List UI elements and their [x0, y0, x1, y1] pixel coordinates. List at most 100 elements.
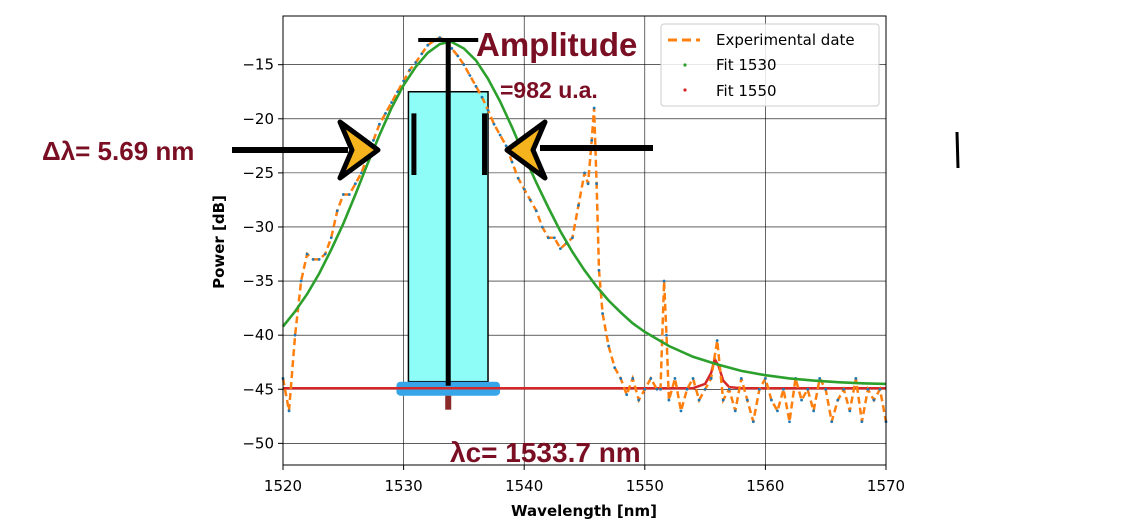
experimental-point	[836, 398, 840, 402]
experimental-point	[590, 139, 594, 142]
experimental-point	[770, 398, 773, 402]
experimental-point	[583, 171, 586, 175]
experimental-point	[842, 387, 846, 391]
experimental-point	[697, 398, 701, 402]
experimental-point	[456, 54, 460, 58]
experimental-point	[733, 409, 737, 413]
experimental-point	[311, 258, 315, 261]
experimental-point	[372, 139, 375, 142]
experimental-point	[378, 122, 381, 126]
stray-mark	[955, 131, 960, 169]
legend-box	[660, 23, 880, 107]
series-experimental	[281, 36, 888, 423]
experimental-point	[546, 236, 550, 240]
experimental-point	[872, 398, 876, 402]
experimental-point	[353, 182, 357, 186]
experimental-point	[665, 333, 668, 337]
y-tick-label: −50	[242, 434, 274, 452]
experimental-point	[776, 409, 779, 413]
experimental-point	[703, 387, 707, 391]
center-annotation: λc= 1533.7 nm	[450, 437, 641, 468]
experimental-point	[426, 43, 430, 47]
experimental-point	[764, 377, 767, 380]
experimental-point	[727, 387, 731, 391]
experimental-point	[607, 344, 611, 348]
experimental-point	[474, 84, 478, 88]
experimental-point	[558, 247, 562, 251]
experimental-point	[522, 187, 526, 191]
experimental-point	[643, 387, 647, 391]
y-tick-label: −25	[242, 164, 274, 182]
experimental-point	[528, 198, 532, 202]
y-tick-label: −20	[242, 110, 274, 128]
experimental-point	[739, 377, 743, 380]
right-arrow-head	[504, 119, 548, 181]
experimental-point	[655, 387, 659, 391]
experimental-point	[800, 398, 803, 402]
experimental-point	[335, 209, 339, 213]
experimental-point	[679, 409, 683, 413]
experimental-point	[347, 193, 351, 196]
experimental-point	[586, 182, 590, 186]
experimental-point	[359, 171, 363, 175]
experimental-point	[637, 398, 641, 402]
experimental-point	[299, 279, 303, 283]
experimental-point	[709, 377, 713, 380]
experimental-point	[408, 68, 412, 72]
experimental-point	[534, 209, 538, 213]
experimental-point	[782, 387, 785, 391]
experimental-point	[492, 122, 496, 126]
legend-label-fit1550: Fit 1550	[716, 82, 777, 100]
legend-label-experimental: Experimental date	[716, 31, 855, 49]
experimental-point	[824, 387, 828, 391]
experimental-point	[691, 377, 695, 380]
x-tick-label: 1520	[264, 477, 302, 495]
experimental-point	[329, 236, 333, 240]
width-annotation: Δλ= 5.69 nm	[42, 136, 194, 166]
y-tick-label: −35	[242, 272, 274, 290]
legend-label-fit1530: Fit 1530	[716, 56, 777, 74]
legend-swatch-fit1530	[683, 63, 687, 67]
experimental-point	[685, 387, 689, 391]
experimental-point	[468, 74, 472, 77]
experimental-point	[806, 387, 810, 391]
axis-ticks: 1520 1530 1540 1550 1560 1570 −15 −20 −25 −30 −35 −…	[242, 56, 905, 495]
y-tick-label: −45	[242, 380, 274, 398]
experimental-point	[788, 420, 791, 424]
experimental-point	[595, 182, 598, 186]
experimental-point	[305, 252, 309, 256]
y-tick-label: −30	[242, 218, 274, 236]
experimental-point	[504, 144, 508, 148]
left-arrow-head	[337, 119, 381, 181]
x-tick-label: 1550	[626, 477, 664, 495]
y-tick-label: −15	[242, 56, 274, 74]
experimental-point	[659, 387, 662, 391]
experimental-point	[613, 366, 617, 370]
experimental-point	[402, 79, 405, 83]
experimental-point	[486, 108, 490, 112]
legend: Experimental date Fit 1530 Fit 1550	[660, 23, 880, 107]
experimental-point	[414, 61, 418, 64]
experimental-point	[592, 106, 596, 110]
experimental-point	[631, 377, 635, 380]
experimental-point	[878, 387, 882, 391]
experimental-point	[577, 203, 580, 207]
experimental-point	[715, 339, 719, 342]
experimental-point	[649, 377, 653, 380]
experimental-point	[323, 252, 327, 256]
annotation-overlay	[232, 37, 960, 386]
experimental-point	[510, 160, 514, 164]
experimental-point	[662, 279, 666, 283]
experimental-point	[341, 193, 345, 196]
legend-swatch-fit1550	[683, 88, 687, 92]
y-tick-label: −40	[242, 326, 274, 344]
experimental-point	[597, 268, 601, 272]
experimental-point	[745, 398, 749, 402]
experimental-point	[516, 176, 520, 180]
experimental-point	[673, 377, 677, 380]
experimental-point	[721, 398, 725, 402]
experimental-point	[396, 90, 399, 94]
experimental-point	[625, 393, 629, 397]
plot-frame	[282, 15, 887, 466]
